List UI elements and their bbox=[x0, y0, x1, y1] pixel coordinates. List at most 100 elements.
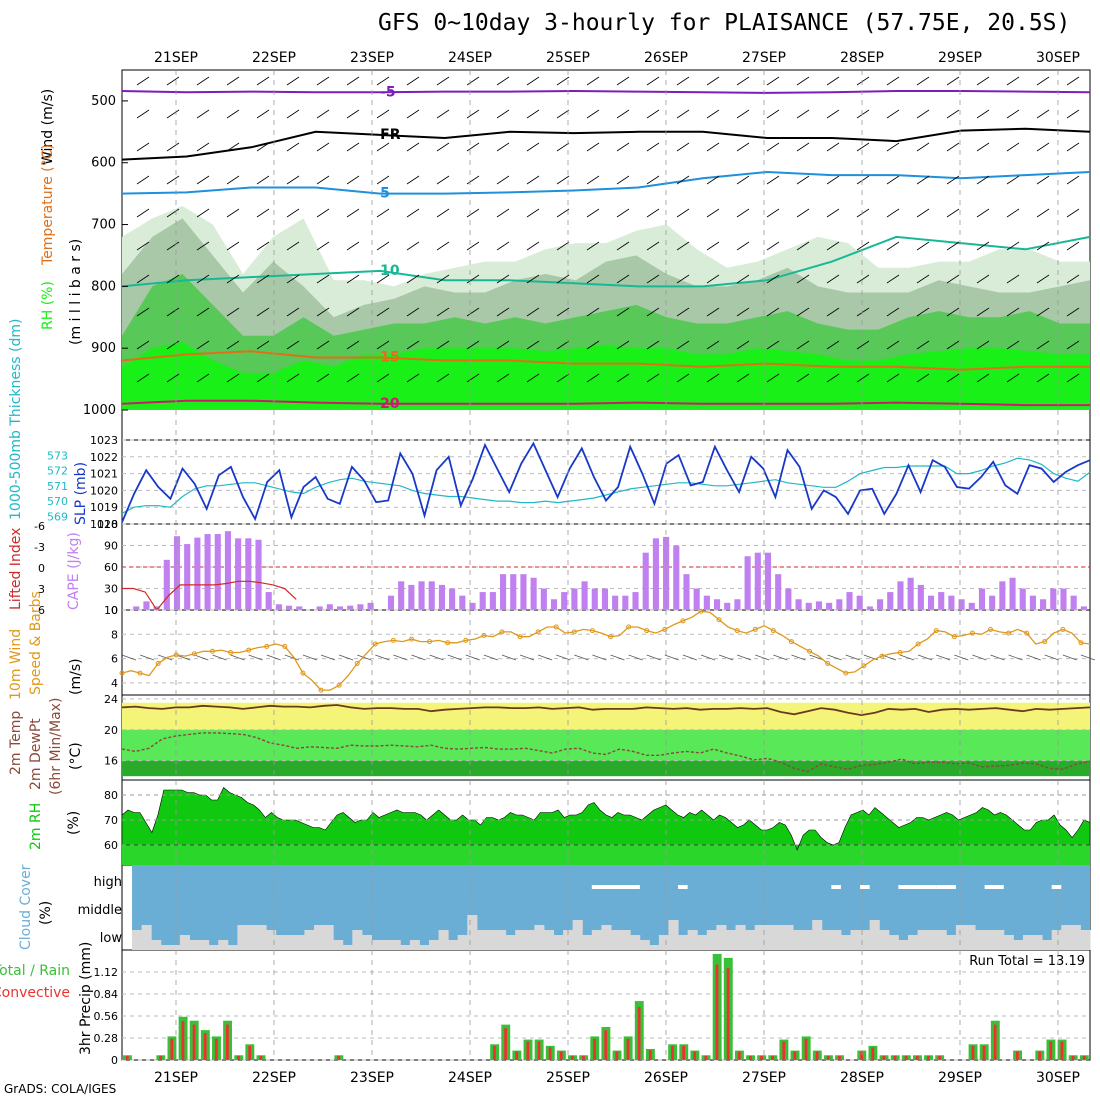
wind-barb bbox=[316, 307, 330, 317]
wind-speed-point bbox=[644, 628, 650, 634]
wind10-barb bbox=[592, 654, 607, 661]
wind-barb bbox=[796, 307, 810, 317]
cape-bar bbox=[989, 595, 996, 610]
cloud-low-bar bbox=[975, 930, 986, 950]
isotherm-label-black: FR bbox=[380, 127, 401, 143]
cape-bar bbox=[999, 581, 1006, 610]
wind-barb bbox=[226, 340, 240, 350]
cape-bar bbox=[815, 601, 822, 610]
wind-barb bbox=[706, 307, 720, 317]
date-label-top-24SEP: 24SEP bbox=[448, 50, 492, 66]
wind10-barb bbox=[393, 654, 408, 661]
wind-barb bbox=[286, 76, 300, 86]
wind-barb bbox=[646, 307, 660, 317]
cloud-low-bar bbox=[1061, 925, 1072, 950]
cloud-low-bar bbox=[946, 935, 957, 950]
wind10-barb bbox=[791, 654, 806, 661]
precip-conv-bar bbox=[226, 1024, 229, 1060]
cloud-high-patch bbox=[1051, 885, 1062, 889]
precip-conv-bar bbox=[203, 1033, 207, 1060]
precip-conv-bar bbox=[626, 1038, 630, 1060]
wind-barb bbox=[796, 208, 810, 218]
wind-speed-point bbox=[969, 630, 975, 636]
wind-barb bbox=[316, 373, 330, 383]
rh-tick-60: 60 bbox=[104, 839, 118, 852]
wind-barb bbox=[316, 241, 330, 251]
wind-barb bbox=[616, 373, 630, 383]
cloud-low-bar bbox=[428, 940, 440, 950]
wind-barb bbox=[796, 175, 810, 185]
precip-conv-bar bbox=[1071, 1055, 1075, 1060]
cloud-low-bar bbox=[333, 940, 344, 950]
cape-bar bbox=[449, 588, 456, 610]
wind-barb bbox=[556, 208, 570, 218]
wind-barb bbox=[286, 175, 300, 185]
ylabel-precip: 3hr Precip (mm) bbox=[78, 942, 94, 1055]
wind-barb bbox=[166, 142, 180, 152]
wind-barb bbox=[706, 373, 720, 383]
cape-bar bbox=[601, 588, 609, 610]
cloud-low-bar bbox=[1070, 925, 1081, 950]
cape-tick-0: 0 bbox=[111, 604, 118, 617]
wind-barb bbox=[406, 241, 420, 251]
date-label-bottom-24SEP: 24SEP bbox=[448, 1070, 492, 1086]
cloud-high-patch bbox=[936, 885, 956, 889]
wind10-barb bbox=[556, 654, 571, 661]
precip-conv-bar bbox=[682, 1045, 685, 1060]
wind-barb bbox=[466, 208, 480, 218]
cloud-low-bar bbox=[342, 945, 353, 950]
wind-barb bbox=[796, 109, 810, 119]
wind-barb bbox=[376, 274, 390, 284]
date-label-bottom-21SEP: 21SEP bbox=[154, 1070, 198, 1086]
wind-barb bbox=[466, 76, 480, 86]
wind-speed-point bbox=[915, 641, 921, 647]
isotherm-magenta bbox=[121, 399, 1090, 407]
cape-bar bbox=[713, 599, 721, 610]
date-label-top-22SEP: 22SEP bbox=[252, 50, 296, 66]
slp-line bbox=[121, 441, 1091, 523]
wind-barb bbox=[526, 373, 540, 383]
wind-barb bbox=[1036, 109, 1050, 119]
wind-barb bbox=[886, 274, 900, 284]
cloud-low-bar bbox=[668, 920, 679, 950]
li-tick-3: 3 bbox=[38, 583, 45, 596]
wind-barb bbox=[1006, 307, 1020, 317]
wind-barb bbox=[676, 241, 690, 251]
wind-barb bbox=[736, 340, 750, 350]
wind-barb bbox=[286, 109, 300, 119]
wind-barb bbox=[736, 76, 750, 86]
wind-barb bbox=[346, 109, 360, 119]
isotherm-label-orange: 15 bbox=[380, 349, 399, 365]
wind-speed-point bbox=[571, 629, 577, 635]
wind-barb bbox=[706, 340, 720, 350]
wind10-barb bbox=[954, 654, 969, 661]
temp-tick-24: 24 bbox=[104, 693, 118, 706]
cape-bar bbox=[785, 588, 792, 610]
ylabel-minmax: (6hr Min/Max) bbox=[48, 698, 64, 795]
wind-barb bbox=[346, 373, 360, 383]
precip-conv-bar bbox=[237, 1055, 240, 1060]
precip-conv-bar bbox=[971, 1045, 975, 1060]
precip-conv-bar bbox=[804, 1038, 808, 1060]
date-label-top-25SEP: 25SEP bbox=[546, 50, 590, 66]
wind-barb bbox=[436, 109, 450, 119]
wind-barb bbox=[376, 373, 390, 383]
thickness-tick-569: 569 bbox=[47, 510, 68, 523]
wind-speed-point bbox=[191, 651, 197, 657]
wind-barb bbox=[406, 142, 420, 152]
cloud-low-bar bbox=[658, 935, 669, 950]
isotherm-label-purple: -5 bbox=[380, 84, 396, 100]
rh-area bbox=[121, 787, 1091, 851]
temp-tick-20: 20 bbox=[104, 724, 118, 737]
ylabel-rh-units: (%) bbox=[66, 811, 82, 835]
slp-tick-1020: 1020 bbox=[90, 484, 118, 497]
precip-conv-bar bbox=[871, 1047, 875, 1060]
wind-barb bbox=[676, 76, 690, 86]
slp-tick-1023: 1023 bbox=[90, 434, 118, 447]
wind-speed-point bbox=[155, 660, 161, 666]
cloud-low-bar bbox=[869, 920, 880, 950]
wind10-barb bbox=[483, 654, 499, 661]
wind-barb bbox=[946, 307, 960, 317]
wind-barb bbox=[316, 175, 330, 185]
